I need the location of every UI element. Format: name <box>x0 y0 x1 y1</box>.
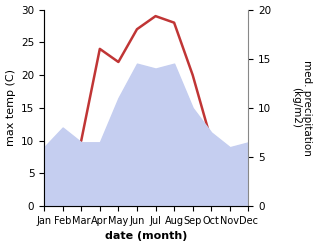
Y-axis label: max temp (C): max temp (C) <box>5 69 16 146</box>
X-axis label: date (month): date (month) <box>105 231 187 242</box>
Y-axis label: med. precipitation
(kg/m2): med. precipitation (kg/m2) <box>291 60 313 156</box>
